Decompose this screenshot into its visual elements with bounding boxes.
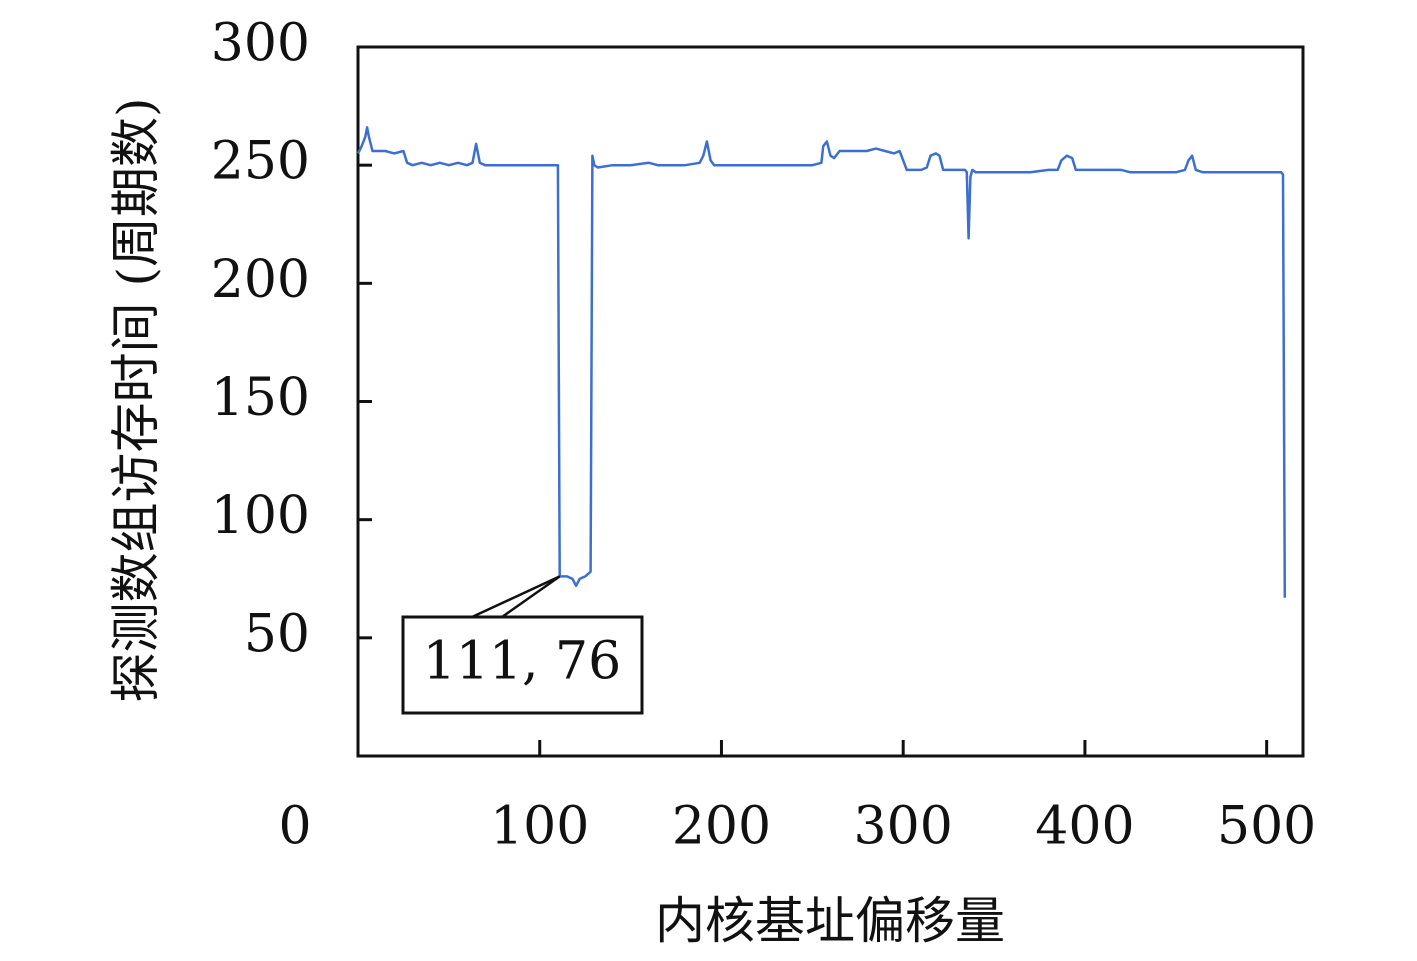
y-tick-label: 250 (211, 132, 310, 192)
x-tick-label: 100 (490, 797, 589, 857)
x-tick-label: 300 (854, 797, 953, 857)
y-tick-label: 100 (211, 486, 310, 546)
annotation-leader (471, 575, 561, 619)
x-tick-label: 500 (1217, 797, 1316, 857)
y-tick-label: 200 (211, 250, 310, 310)
annotation-box (401, 615, 644, 715)
y-tick-label: 150 (211, 368, 310, 428)
annotation-text: 111, 76 (423, 632, 621, 692)
x-tick-label: 400 (1035, 797, 1134, 857)
x-tick-label: 0 (278, 797, 311, 857)
y-tick-label: 50 (244, 604, 310, 664)
data-line (356, 126, 1287, 598)
x-axis-label: 内核基址偏移量 (655, 892, 1005, 950)
x-tick-label: 200 (672, 797, 771, 857)
y-tick-label: 300 (211, 14, 310, 74)
y-axis-label: 探测数组访存时间 (周期数) (107, 98, 165, 703)
annotation-leader (501, 575, 561, 619)
